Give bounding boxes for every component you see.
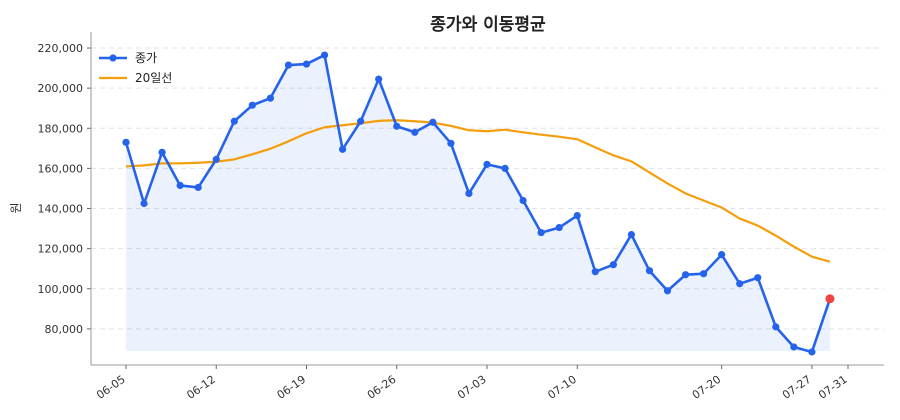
y-tick-label: 180,000: [38, 122, 84, 135]
close-point: [248, 101, 256, 109]
close-point: [790, 343, 798, 351]
plot-area: [122, 51, 835, 356]
series-line-ma20: [125, 119, 831, 263]
close-point: [411, 128, 419, 136]
x-tick-label: 06-12: [184, 373, 218, 402]
close-point: [339, 145, 347, 153]
close-point: [194, 183, 202, 192]
close-point: [158, 148, 166, 156]
close-point: [573, 211, 581, 220]
close-point: [627, 230, 636, 239]
y-tick-label: 100,000: [38, 283, 84, 296]
close-point: [266, 94, 274, 102]
close-point: [609, 261, 617, 269]
y-tick-label: 220,000: [38, 42, 84, 55]
chart-title: 종가와 이동평균: [430, 15, 546, 35]
x-tick-label: 06-19: [275, 373, 309, 402]
close-point: [700, 270, 708, 278]
close-point: [447, 139, 455, 147]
grid: [91, 47, 884, 330]
x-tick-label: 07-20: [690, 373, 724, 402]
close-point: [663, 287, 672, 295]
close-point: [519, 196, 527, 205]
y-tick-label: 120,000: [38, 243, 84, 256]
legend: 종가 20일선: [99, 51, 172, 85]
x-tick-label: 07-03: [455, 373, 489, 402]
x-tick-label: 07-10: [545, 373, 579, 402]
close-point: [501, 164, 509, 172]
close-point: [537, 228, 545, 237]
close-point: [736, 280, 744, 288]
x-tick-label: 07-27: [780, 373, 814, 402]
y-tick-label: 200,000: [38, 82, 84, 95]
close-point: [681, 271, 690, 279]
x-tick-label: 06-26: [365, 373, 399, 402]
close-point: [357, 117, 365, 125]
close-point: [320, 51, 329, 59]
y-tick-label: 80,000: [45, 323, 84, 336]
close-point: [718, 251, 726, 259]
series-line-close: [124, 53, 832, 354]
axes: 80,000 100,000 120,000 140,000 160,000 180,00…: [38, 32, 884, 402]
legend-label-ma20: 20일선: [135, 71, 172, 85]
close-point: [230, 117, 238, 125]
y-tick-label: 140,000: [38, 203, 84, 216]
highlight-point: [825, 294, 835, 304]
legend-label-close: 종가: [135, 51, 157, 65]
legend-marker-close: [109, 54, 117, 62]
close-point: [284, 61, 293, 69]
close-point: [591, 268, 599, 276]
x-tick-label: 06-05: [94, 373, 128, 402]
close-point: [429, 118, 437, 126]
close-point: [754, 274, 762, 282]
close-point: [772, 323, 780, 331]
close-point: [302, 60, 311, 68]
close-point: [176, 181, 184, 190]
y-tick-label: 160,000: [38, 162, 84, 175]
close-point: [483, 160, 491, 168]
close-point: [808, 348, 816, 356]
y-axis-label: 원: [9, 202, 23, 213]
close-point: [375, 75, 383, 83]
x-tick-label: 07-31: [816, 373, 850, 402]
close-point: [212, 155, 220, 163]
close-point: [645, 267, 654, 275]
close-point: [465, 189, 473, 198]
close-area-fill: [126, 55, 830, 352]
close-point: [140, 199, 148, 208]
close-point: [555, 223, 563, 232]
close-point: [122, 138, 130, 146]
close-point: [393, 122, 401, 130]
